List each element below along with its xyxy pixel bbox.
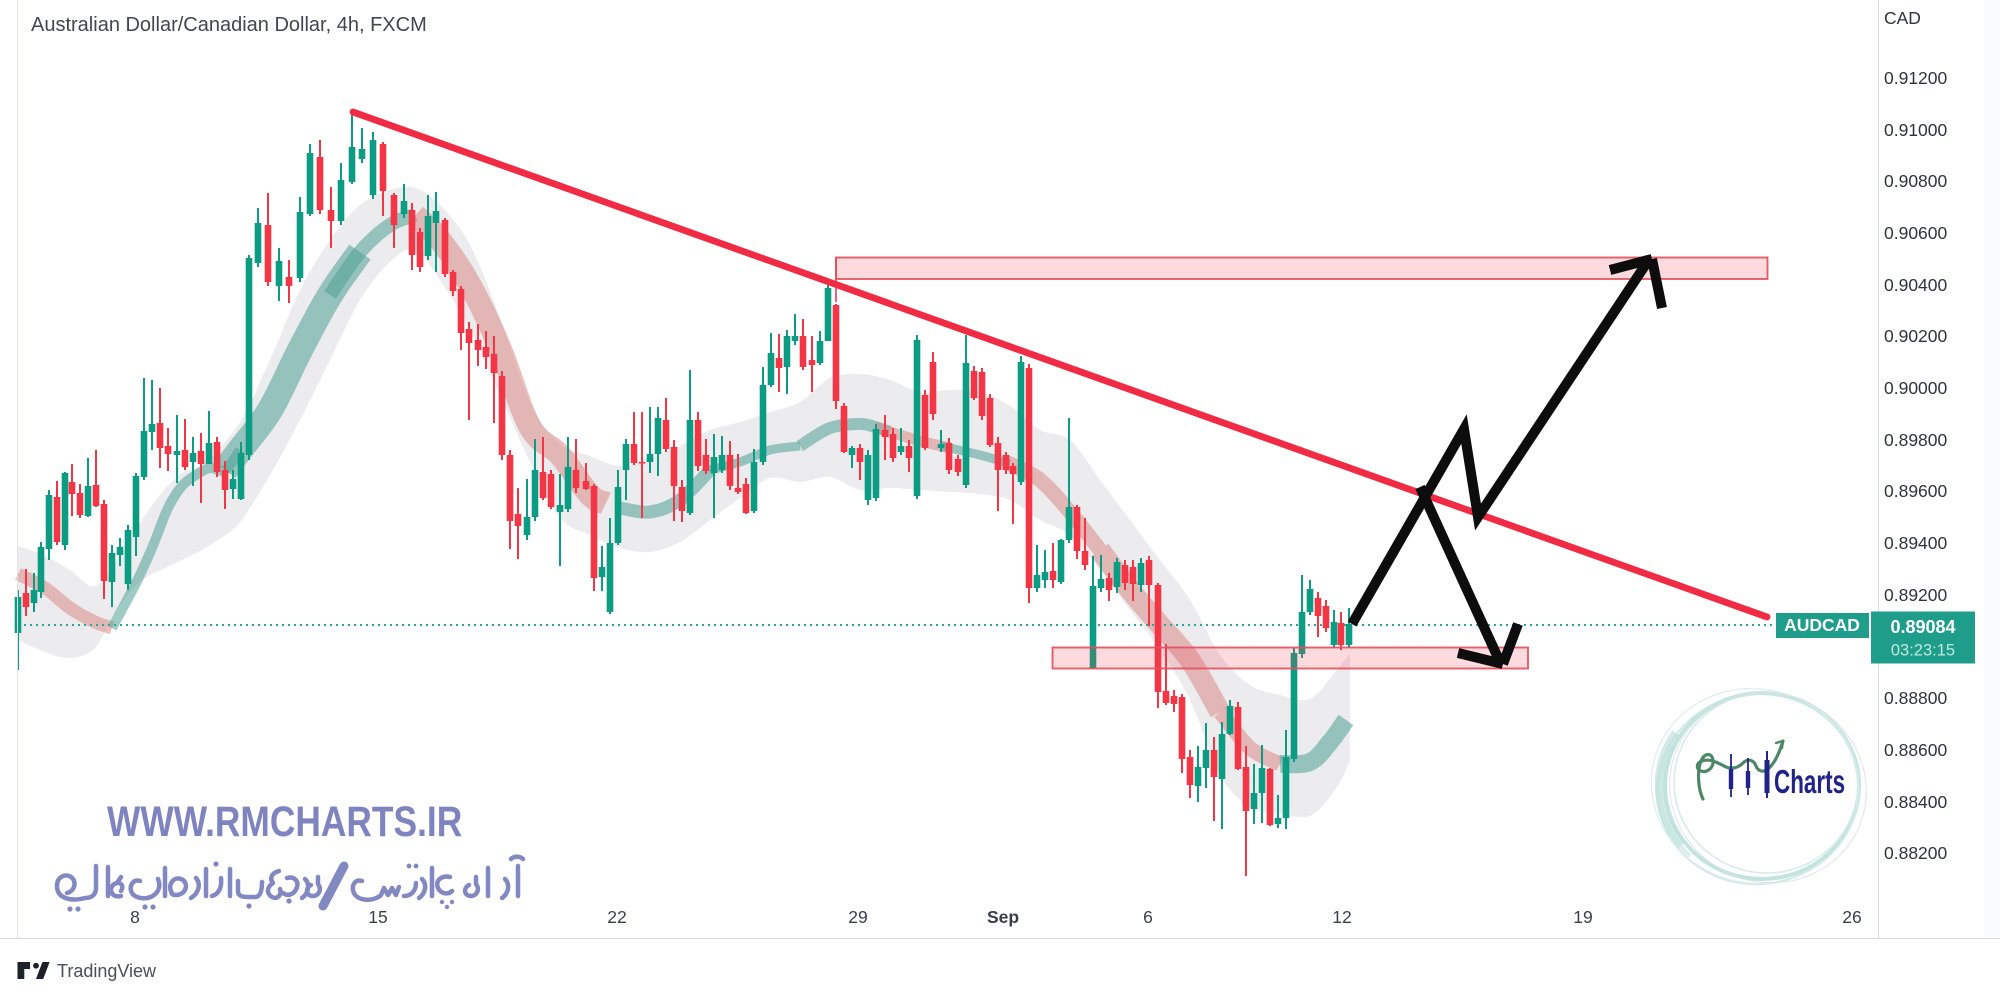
svg-text:Sep: Sep bbox=[987, 907, 1019, 927]
svg-text:29: 29 bbox=[848, 907, 867, 927]
svg-text:AUDCAD: AUDCAD bbox=[1784, 615, 1860, 635]
svg-text:0.89084: 0.89084 bbox=[1890, 617, 1955, 637]
svg-text:0.90000: 0.90000 bbox=[1884, 378, 1948, 398]
svg-text:Australian Dollar/Canadian Dol: Australian Dollar/Canadian Dollar, 4h, F… bbox=[31, 14, 427, 36]
svg-text:19: 19 bbox=[1573, 907, 1592, 927]
svg-text:0.89600: 0.89600 bbox=[1884, 481, 1948, 501]
svg-text:0.88400: 0.88400 bbox=[1884, 792, 1948, 812]
svg-text:03:23:15: 03:23:15 bbox=[1891, 642, 1955, 660]
svg-text:12: 12 bbox=[1332, 907, 1351, 927]
svg-text:6: 6 bbox=[1143, 907, 1153, 927]
svg-text:0.90600: 0.90600 bbox=[1884, 223, 1948, 243]
svg-text:0.89800: 0.89800 bbox=[1884, 430, 1948, 450]
svg-text:0.88200: 0.88200 bbox=[1884, 843, 1948, 863]
svg-text:8: 8 bbox=[130, 907, 140, 927]
svg-text:0.90400: 0.90400 bbox=[1884, 275, 1948, 295]
svg-text:0.88800: 0.88800 bbox=[1884, 688, 1948, 708]
svg-text:0.91200: 0.91200 bbox=[1884, 68, 1948, 88]
svg-text:0.89400: 0.89400 bbox=[1884, 533, 1948, 553]
svg-text:0.89200: 0.89200 bbox=[1884, 585, 1948, 605]
svg-text:26: 26 bbox=[1842, 907, 1861, 927]
svg-text:TradingView: TradingView bbox=[57, 961, 157, 981]
svg-text:WWW.RMCHARTS.IR: WWW.RMCHARTS.IR bbox=[107, 798, 462, 846]
svg-text:0.90800: 0.90800 bbox=[1884, 171, 1948, 191]
svg-text:0.88600: 0.88600 bbox=[1884, 740, 1948, 760]
svg-text:0.90200: 0.90200 bbox=[1884, 326, 1948, 346]
svg-text:15: 15 bbox=[368, 907, 387, 927]
svg-text:CAD: CAD bbox=[1884, 8, 1921, 28]
svg-text:0.91000: 0.91000 bbox=[1884, 120, 1948, 140]
svg-text:Charts: Charts bbox=[1774, 763, 1845, 800]
svg-text:22: 22 bbox=[607, 907, 626, 927]
